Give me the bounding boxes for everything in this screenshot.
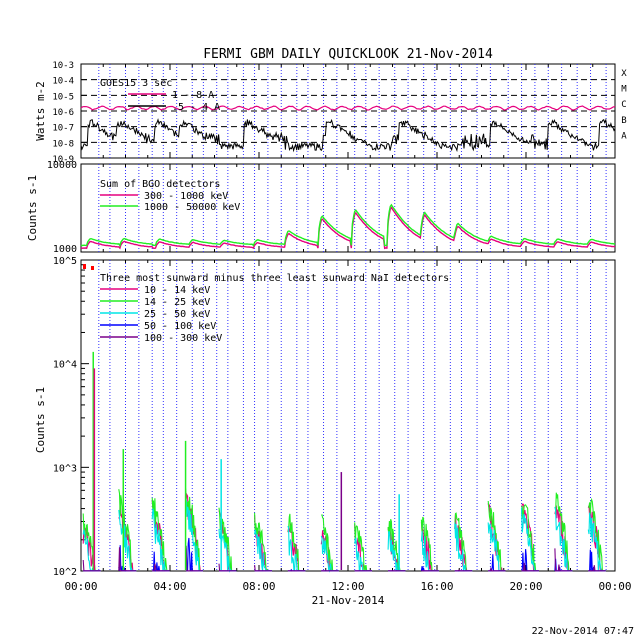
x-tick-label: 12:00 — [331, 580, 364, 593]
nai-legend-label: 10 - 14 keV — [144, 285, 210, 296]
flare-class-label: X — [621, 69, 627, 79]
bgo-y-tick-label: 10000 — [47, 160, 77, 171]
goes-y-tick-label: 10-3 — [52, 61, 74, 71]
nai-saturation-marker — [83, 264, 86, 269]
x-tick-label: 00:00 — [598, 580, 631, 593]
bgo-series-line — [80, 203, 616, 248]
nai-content: 10^2 10^3 10^4 10^5 00:00 04:00 08:00 12:00 16:0… — [53, 256, 632, 593]
goes-y-tick-label: 10-8 — [52, 139, 74, 149]
nai-legend-label: 25 - 50 keV — [144, 309, 210, 320]
goes-y-tick-label: 10-6 — [52, 108, 74, 118]
flare-class-label: B — [621, 116, 626, 126]
goes-short-wave-series — [80, 118, 616, 153]
x-tick-label: 08:00 — [242, 580, 275, 593]
goes-long-wave-series — [80, 105, 616, 111]
goes-y-tick-label: 10-4 — [52, 77, 74, 87]
bgo-ylabel: Counts s-1 — [26, 175, 39, 241]
footer-timestamp: 22-Nov-2014 07:47 — [532, 626, 634, 637]
goes-y-tick-label: 10-9 — [52, 155, 74, 165]
goes-legend-title: GOES15 3 sec — [100, 78, 172, 89]
nai-legend-label: 14 - 25 keV — [144, 297, 210, 308]
nai-panel: 10^2 10^3 10^4 10^5 00:00 04:00 08:00 12:00 16:0… — [34, 256, 632, 593]
nai-y-tick-label: 10^3 — [53, 463, 77, 474]
nai-legend-label: 50 - 100 keV — [144, 321, 216, 332]
bgo-legend-label: 1000 - 50000 keV — [144, 202, 240, 213]
x-tick-label: 04:00 — [153, 580, 186, 593]
date-axis-label: 21-Nov-2014 — [312, 594, 385, 607]
goes-y-tick-label: 10-5 — [52, 92, 74, 102]
nai-saturation-marker — [91, 266, 94, 270]
flare-class-label: C — [621, 100, 626, 110]
x-tick-label: 00:00 — [64, 580, 97, 593]
goes-ylabel: Watts m-2 — [34, 81, 47, 141]
nai-y-tick-label: 10^4 — [53, 360, 77, 371]
chart-title: FERMI GBM DAILY QUICKLOOK 21-Nov-2014 — [203, 47, 493, 62]
goes-legend-label: .5 - 4 A — [172, 102, 220, 113]
nai-y-tick-label: 10^5 — [53, 256, 77, 267]
x-tick-label: 16:00 — [420, 580, 453, 593]
nai-series-purple — [82, 545, 606, 572]
goes-y-tick-label: 10-7 — [52, 124, 74, 134]
nai-y-tick-label: 10^2 — [53, 567, 77, 578]
bgo-y-tick-label: 1000 — [53, 244, 77, 255]
flare-class-label: A — [621, 132, 627, 142]
bgo-series-line — [80, 206, 616, 250]
nai-ylabel: Counts s-1 — [34, 387, 47, 453]
flare-class-label: M — [621, 85, 627, 95]
bgo-legend-title: Sum of BGO detectors — [100, 179, 220, 190]
nai-legend-label: 100 - 300 keV — [144, 333, 222, 344]
bgo-legend-label: 300 - 1000 keV — [144, 191, 228, 202]
nai-legend-title: Three most sunward minus three least sun… — [100, 273, 449, 284]
x-tick-label: 20:00 — [509, 580, 542, 593]
goes-legend-label: 1 - 8 A — [172, 90, 214, 101]
